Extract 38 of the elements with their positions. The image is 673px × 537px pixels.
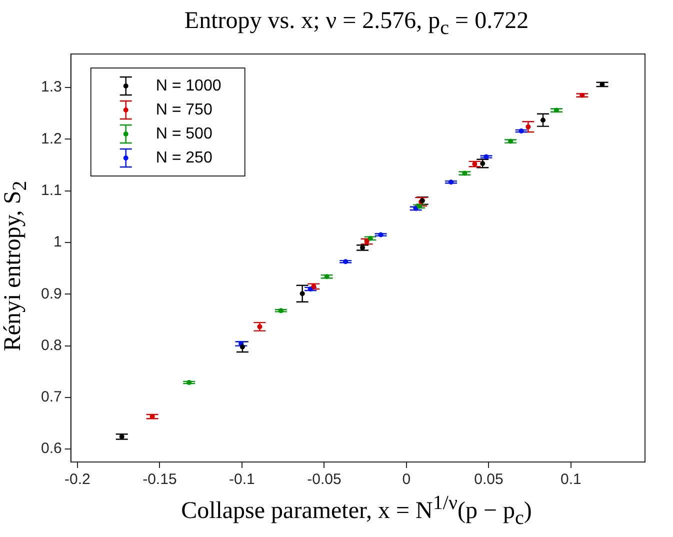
- point: [308, 286, 314, 292]
- y-tick-label: 1.2: [40, 130, 62, 148]
- x-axis-title: Collapse parameter, x = N$^{1/ν}$(p − p$_{c}$): [180, 492, 533, 530]
- point: [484, 154, 489, 160]
- y-tick-label: 0.8: [40, 336, 62, 354]
- y-tick-label: 1: [54, 234, 62, 251]
- point: [416, 204, 422, 209]
- point: [186, 380, 192, 385]
- point: [462, 170, 468, 176]
- point: [448, 180, 454, 185]
- point: [580, 92, 585, 98]
- chart-title: Entropy vs. x; ν = 2.576, p$_{c}$ = 0.722: [183, 8, 530, 40]
- y-tick-label: 1.1: [40, 182, 62, 199]
- y-tick-label: 1.3: [40, 78, 62, 96]
- point: [368, 236, 373, 241]
- legend-label: N = 750: [156, 101, 212, 118]
- x-tick-label: 0.05: [474, 471, 504, 488]
- legend-label: N = 250: [156, 149, 212, 166]
- x-tick-label: -0.1: [229, 471, 255, 488]
- point: [343, 259, 348, 264]
- point: [364, 238, 370, 244]
- point: [518, 128, 524, 134]
- point: [508, 138, 514, 144]
- legend-label: N = 1000: [156, 77, 222, 94]
- point: [378, 232, 384, 238]
- x-tick-label: -0.05: [307, 471, 342, 488]
- x-tick-label: -0.15: [142, 471, 177, 488]
- y-tick-label: 0.7: [40, 388, 62, 406]
- legend-label: N = 500: [156, 125, 212, 142]
- point: [278, 308, 284, 314]
- x-tick-label: -0.2: [64, 471, 90, 488]
- point: [554, 108, 559, 113]
- point: [311, 284, 316, 289]
- y-tick-label: 0.6: [40, 440, 62, 458]
- point: [324, 274, 330, 280]
- x-tick-label: 0: [402, 471, 411, 488]
- x-tick-label: 0.1: [560, 471, 582, 488]
- y-tick-label: 0.9: [40, 285, 62, 302]
